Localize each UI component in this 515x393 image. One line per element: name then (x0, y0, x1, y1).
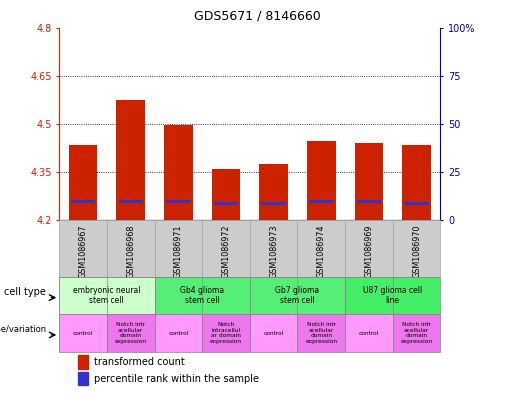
Bar (118, 200, 143, 203)
Text: GDS5671 / 8146660: GDS5671 / 8146660 (194, 10, 321, 23)
Bar (357, 200, 381, 203)
Bar (297, 314, 345, 352)
Bar (307, 141, 335, 220)
Text: Notch intr
acellular
domain
expression: Notch intr acellular domain expression (401, 322, 433, 344)
Text: cell type: cell type (5, 287, 46, 297)
Text: GSM1086969: GSM1086969 (365, 225, 373, 278)
Bar (309, 200, 333, 203)
Bar (71, 200, 95, 203)
Text: GSM1086972: GSM1086972 (221, 225, 230, 278)
Text: percentile rank within the sample: percentile rank within the sample (94, 374, 259, 384)
Text: control: control (359, 331, 379, 336)
Text: U87 glioma cell
line: U87 glioma cell line (363, 286, 422, 305)
Text: Notch intr
acellular
domain
expression: Notch intr acellular domain expression (115, 322, 147, 344)
Bar (250, 220, 297, 277)
Bar (202, 220, 250, 277)
Text: GSM1086973: GSM1086973 (269, 225, 278, 278)
Bar (107, 314, 154, 352)
Bar (154, 220, 202, 277)
Text: genotype/variation: genotype/variation (0, 325, 46, 334)
Bar (116, 100, 145, 220)
Text: control: control (73, 331, 93, 336)
Bar (259, 164, 288, 220)
Bar (402, 145, 431, 220)
Bar (59, 220, 107, 277)
Text: transformed count: transformed count (94, 357, 184, 367)
Bar (404, 202, 428, 205)
Bar (166, 200, 191, 203)
Text: GSM1086974: GSM1086974 (317, 225, 325, 278)
Text: Gb7 glioma
stem cell: Gb7 glioma stem cell (276, 286, 319, 305)
Bar (78, 355, 88, 369)
Text: Gb4 glioma
stem cell: Gb4 glioma stem cell (180, 286, 224, 305)
Bar (154, 277, 250, 314)
Bar (154, 314, 202, 352)
Bar (107, 220, 154, 277)
Text: Notch
intracellul
ar domain
expression: Notch intracellul ar domain expression (210, 322, 242, 344)
Bar (297, 220, 345, 277)
Bar (59, 314, 107, 352)
Bar (59, 277, 154, 314)
Bar (164, 125, 193, 220)
Bar (68, 145, 97, 220)
Text: GSM1086968: GSM1086968 (126, 225, 135, 278)
Bar (250, 314, 297, 352)
Bar (262, 202, 286, 205)
Bar (392, 220, 440, 277)
Text: GSM1086967: GSM1086967 (79, 225, 88, 278)
Text: embryonic neural
stem cell: embryonic neural stem cell (73, 286, 141, 305)
Text: GSM1086970: GSM1086970 (412, 225, 421, 278)
Bar (214, 202, 238, 205)
Bar (392, 314, 440, 352)
Text: control: control (168, 331, 188, 336)
Bar (212, 169, 240, 220)
Bar (202, 314, 250, 352)
Bar (354, 143, 383, 220)
Text: control: control (264, 331, 284, 336)
Bar (78, 372, 88, 385)
Text: GSM1086971: GSM1086971 (174, 225, 183, 278)
Bar (345, 314, 392, 352)
Bar (345, 277, 440, 314)
Text: Notch intr
acellular
domain
expression: Notch intr acellular domain expression (305, 322, 337, 344)
Bar (345, 220, 392, 277)
Bar (250, 277, 345, 314)
